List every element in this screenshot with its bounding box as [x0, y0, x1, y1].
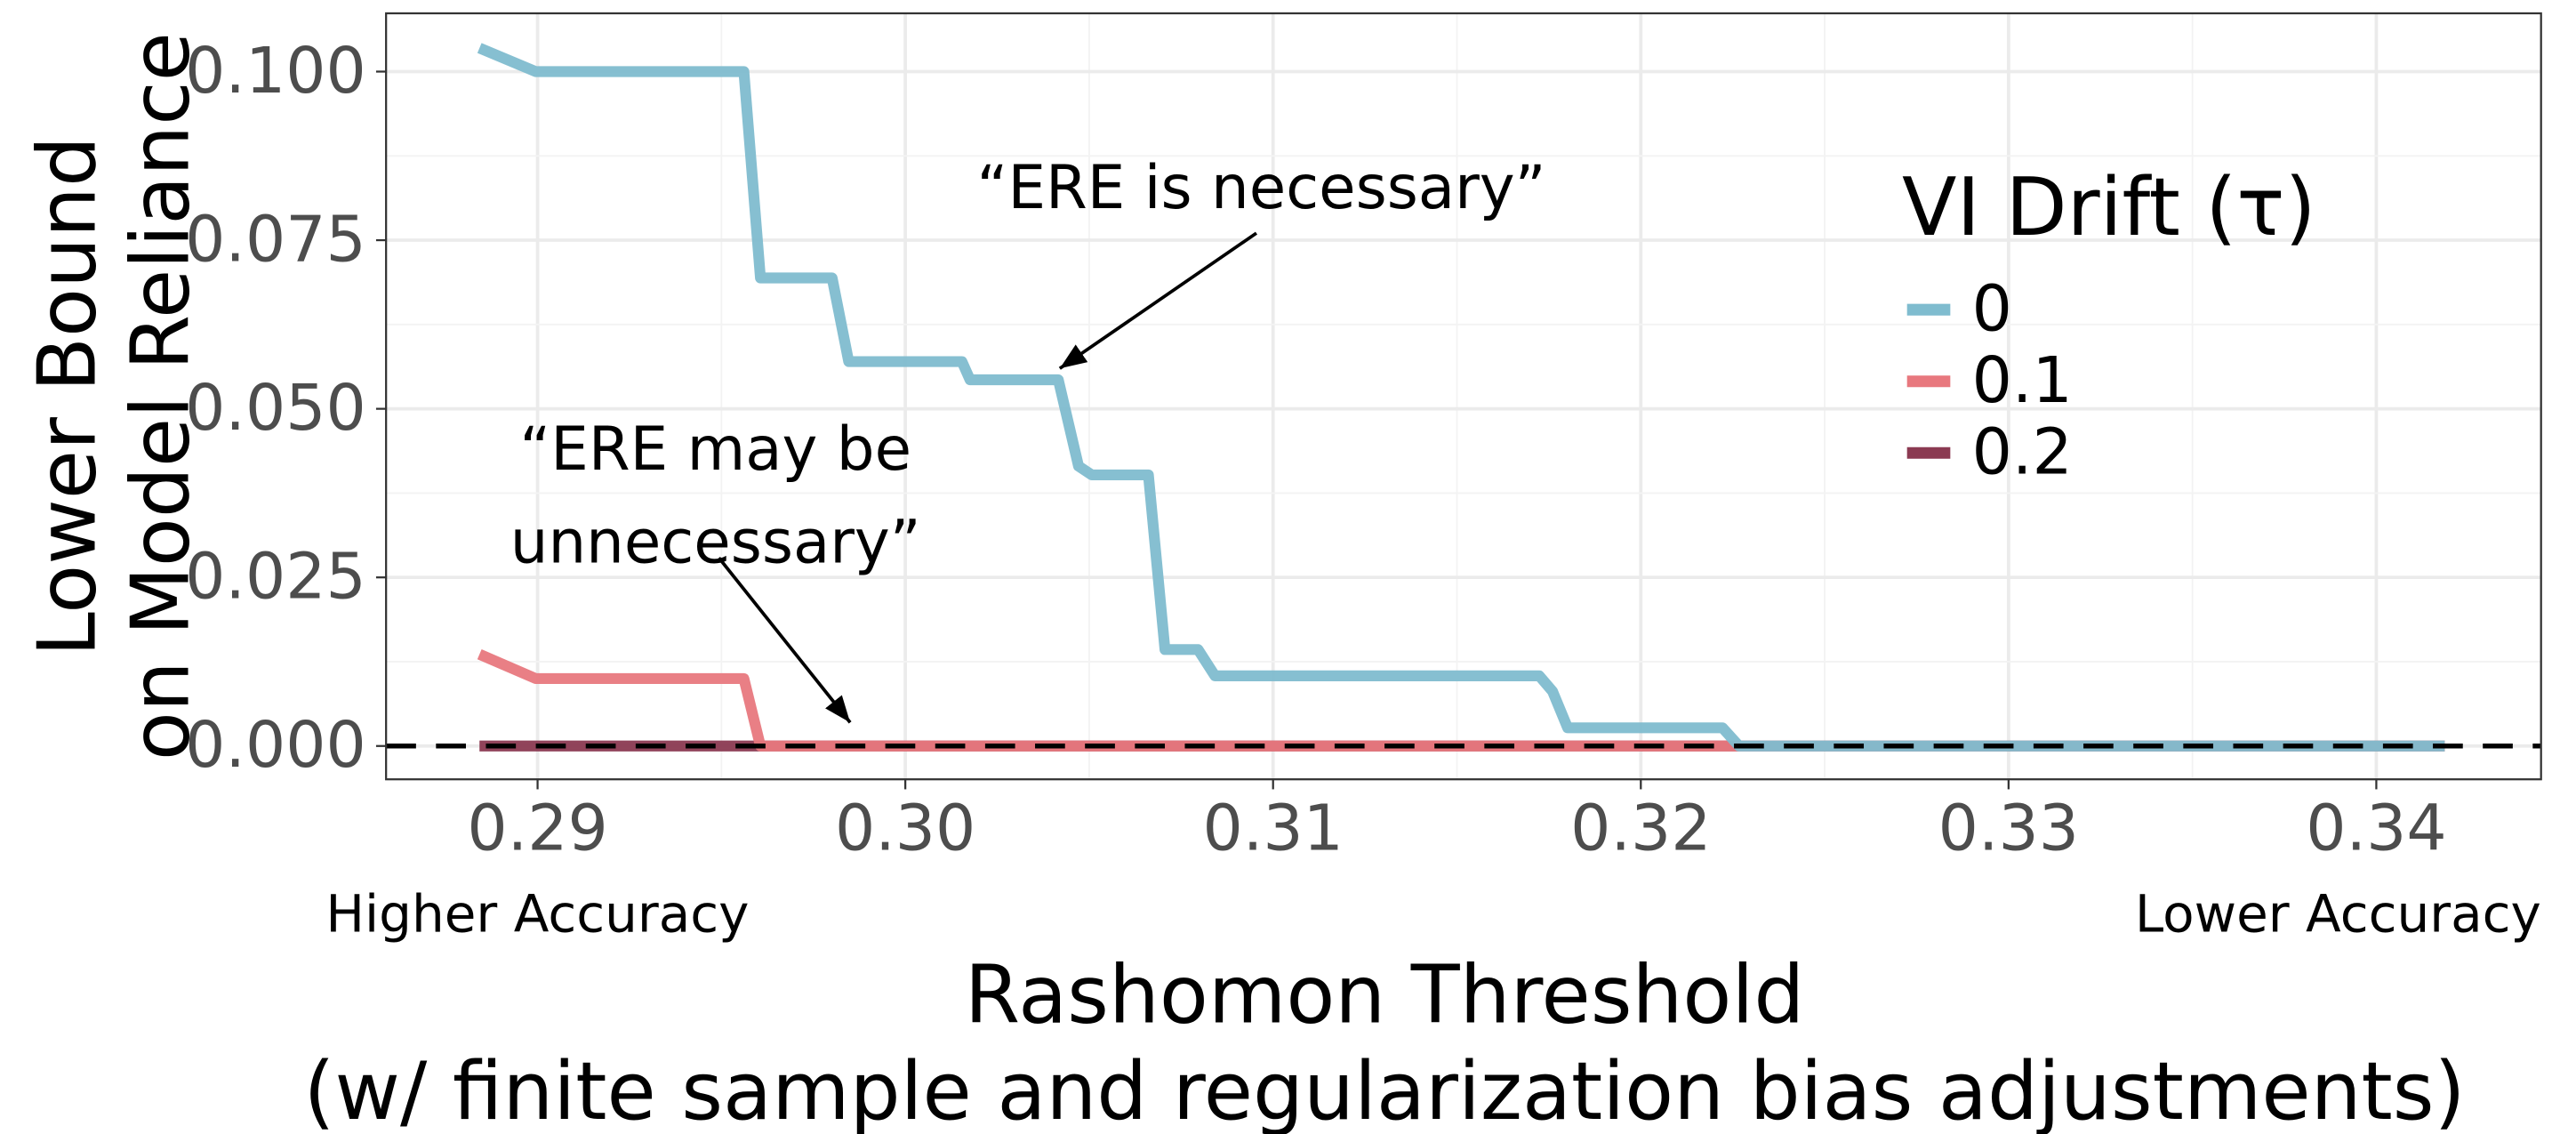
x-tick-label: 0.34 [2306, 792, 2446, 865]
legend-label: 0.1 [1972, 343, 2073, 417]
x-tick-label: 0.31 [1203, 792, 1344, 865]
x-tick-label: 0.33 [1938, 792, 2079, 865]
legend-title: VI Drift (τ) [1902, 162, 2315, 254]
x-end-label: Higher Accuracy [325, 884, 749, 945]
annotation-text: unnecessary” [510, 507, 921, 577]
y-axis-title: Lower Bound [22, 136, 115, 656]
y-tick-label: 0.025 [185, 539, 366, 613]
y-tick-label: 0.050 [185, 371, 366, 445]
annotation-text: “ERE is necessary” [977, 152, 1546, 222]
series-line [477, 43, 2445, 752]
plot-border [385, 12, 2542, 781]
x-axis-title: (w/ finite sample and regularization bia… [304, 1046, 2466, 1134]
x-end-label: Lower Accuracy [2135, 884, 2541, 945]
x-tick-label: 0.32 [1570, 792, 1711, 865]
legend-label: 0.2 [1972, 415, 2073, 489]
labels: 0.29 0.30 0.31 0.32 0.33 0.34 0.000 0.025 0.050 0… [185, 34, 2446, 865]
x-axis-title: Rashomon Threshold [965, 950, 1805, 1042]
y-tick-label: 0.075 [185, 202, 366, 276]
x-tick-label: 0.30 [835, 792, 975, 865]
plot-background [386, 12, 2541, 780]
annotation-arrow [718, 557, 852, 724]
x-tick-label: 0.29 [467, 792, 607, 865]
legend-label: 0 [1972, 272, 2012, 346]
y-tick-label: 0.100 [185, 34, 366, 108]
legend: 00.10.2 [1906, 272, 2073, 489]
marks [386, 43, 2541, 752]
series-line [477, 649, 2445, 752]
y-axis-title: on Model Reliance [116, 32, 208, 760]
annotation-text: “ERE may be [519, 414, 911, 484]
y-tick-label: 0.000 [185, 708, 366, 782]
annotation-arrow [1058, 231, 1258, 370]
